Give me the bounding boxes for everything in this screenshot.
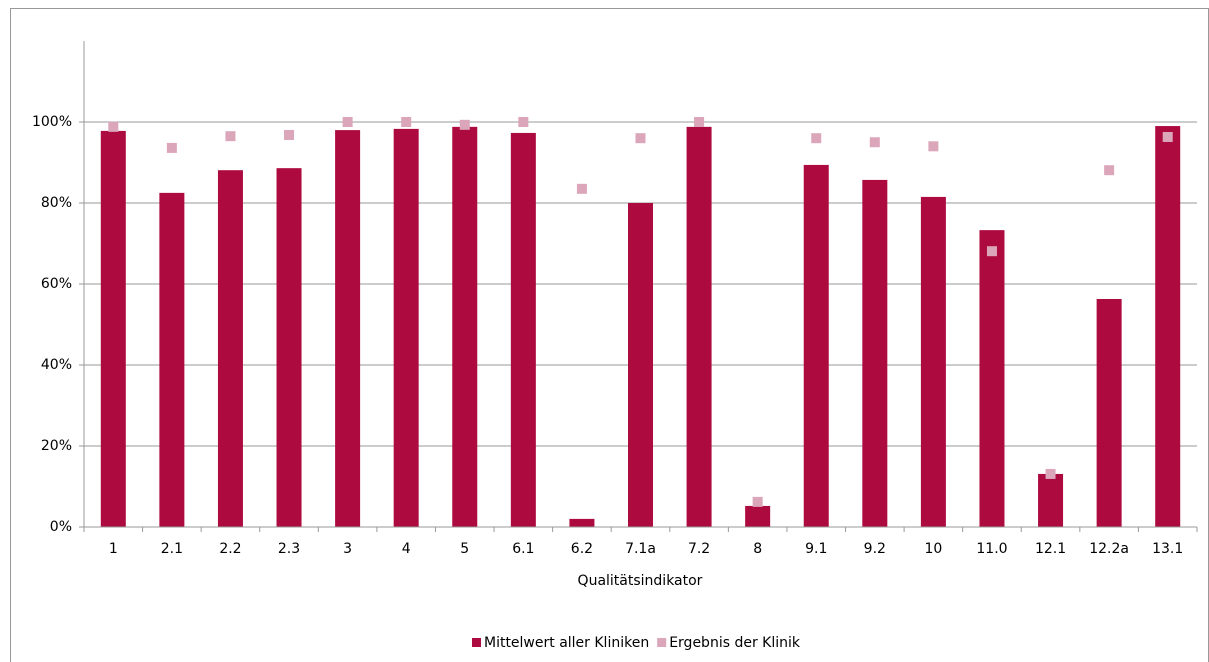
bar [745,505,771,527]
legend-label: Ergebnis der Klinik [669,635,801,651]
marker [108,121,119,132]
x-tick-label: 3 [343,541,352,557]
x-tick-label: 7.1a [625,541,656,557]
bar [452,126,478,528]
x-tick-label: 4 [402,541,411,557]
x-tick-label: 1 [109,541,118,557]
marker [576,183,587,194]
bar [979,230,1005,527]
marker [869,137,880,148]
bar [159,192,185,527]
x-tick-label: 11.0 [976,541,1007,557]
bar [862,179,888,528]
marker [342,117,353,127]
marker [694,117,705,127]
bar [686,126,712,528]
x-tick-label: 8 [753,541,762,557]
x-tick-label: 6.1 [512,541,534,557]
legend-swatch [657,638,667,647]
marker [225,131,236,142]
marker [1045,468,1056,479]
bar [217,170,243,527]
marker [166,142,177,153]
bar [628,203,653,527]
bar [100,130,126,527]
x-tick-label: 2.2 [219,541,241,557]
legend-label: Mittelwert aller Kliniken [484,635,649,651]
bar [276,168,302,528]
y-tick-label: 60% [41,276,72,292]
x-tick-label: 10 [924,541,942,557]
x-tick-label: 9.2 [864,541,886,557]
y-tick-label: 0% [50,519,72,535]
chart-frame [10,8,1209,662]
x-tick-label: 12.1 [1035,541,1066,557]
x-tick-label: 7.2 [688,541,710,557]
bar [1096,298,1122,527]
marker [1162,131,1173,142]
y-tick-label: 40% [41,357,72,373]
marker [811,133,822,144]
x-tick-label: 13.1 [1152,541,1183,557]
bar [569,518,595,527]
x-tick-label: 6.2 [571,541,593,557]
marker [401,117,412,127]
bar [510,132,536,527]
x-tick-label: 2.1 [161,541,183,557]
marker [1104,165,1115,176]
bar [335,130,361,527]
marker [752,496,763,507]
bar [1155,126,1181,528]
marker [928,141,939,152]
y-tick-label: 80% [41,195,72,211]
marker [284,129,295,140]
bar [803,164,829,527]
bar [1038,473,1064,527]
x-axis-label: Qualitätsindikator [578,573,703,589]
marker [635,133,646,144]
legend-swatch [471,638,481,647]
x-tick-label: 9.1 [805,541,827,557]
bar [393,128,419,527]
y-tick-label: 20% [41,438,72,454]
bar [920,196,946,528]
marker [459,119,470,130]
x-tick-label: 5 [460,541,469,557]
marker [986,246,997,257]
marker [518,117,529,127]
x-tick-label: 2.3 [278,541,300,557]
x-tick-label: 12.2a [1089,541,1129,557]
y-tick-label: 100% [32,114,72,130]
